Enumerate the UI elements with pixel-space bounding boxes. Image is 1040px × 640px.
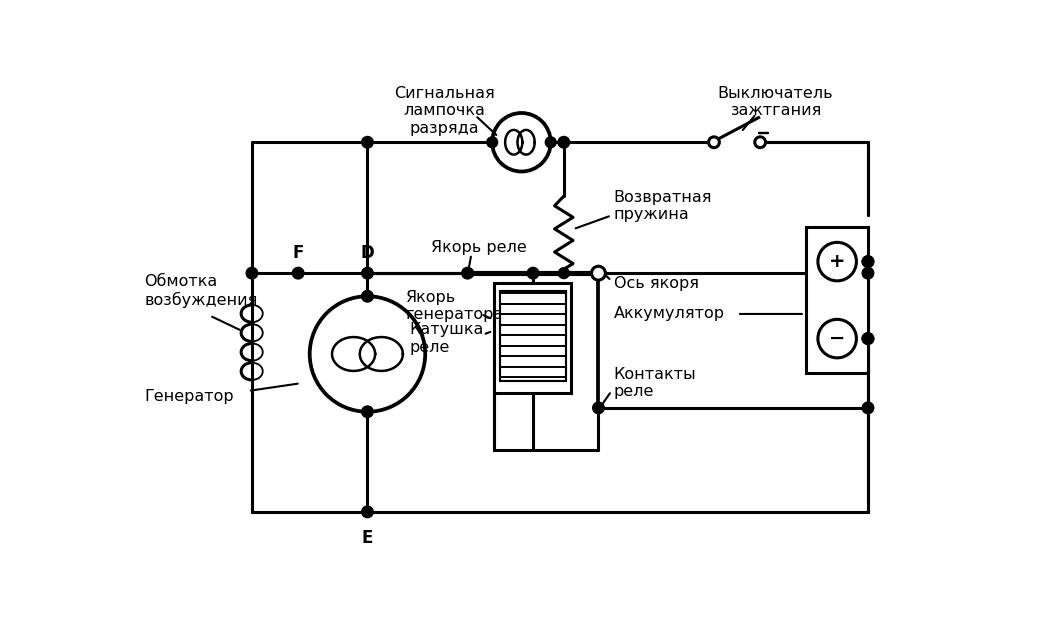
Circle shape [862,333,874,344]
Text: Сигнальная
лампочка
разряда: Сигнальная лампочка разряда [394,86,495,136]
Circle shape [545,137,556,148]
Circle shape [246,268,258,279]
Text: Якорь
генератора: Якорь генератора [406,290,504,323]
Text: Якорь реле: Якорь реле [432,240,527,255]
Text: Аккумулятор: Аккумулятор [614,307,725,321]
Circle shape [292,268,304,279]
Circle shape [593,402,604,413]
Circle shape [862,402,874,413]
Circle shape [362,291,373,302]
Bar [806,227,868,373]
Bar [494,283,572,392]
Circle shape [817,243,856,281]
Text: Катушка
реле: Катушка реле [410,323,485,355]
Text: Выключатель
зажтгания: Выключатель зажтгания [718,86,833,118]
Circle shape [708,137,720,148]
Circle shape [527,268,539,279]
Circle shape [362,506,373,518]
Circle shape [362,136,373,148]
Circle shape [755,137,765,148]
Circle shape [462,268,473,279]
Circle shape [362,268,373,279]
Circle shape [592,266,605,280]
Text: Обмотка
возбуждения: Обмотка возбуждения [145,274,258,308]
Circle shape [862,256,874,268]
Circle shape [487,137,497,148]
Text: Возвратная
пружина: Возвратная пружина [614,190,712,222]
Circle shape [862,268,874,279]
Text: E: E [362,529,373,547]
Circle shape [862,256,874,268]
Text: Ось якоря: Ось якоря [614,276,699,291]
Circle shape [362,406,373,417]
Circle shape [310,296,425,412]
Text: F: F [292,244,304,262]
Text: +: + [829,252,846,271]
Circle shape [558,268,569,278]
Bar [500,291,566,381]
Text: Контакты
реле: Контакты реле [614,367,697,399]
Circle shape [862,333,874,344]
Text: D: D [361,244,374,262]
Circle shape [558,136,570,148]
Text: −: − [829,329,846,348]
Circle shape [465,269,473,278]
Circle shape [817,319,856,358]
Text: Генератор: Генератор [145,389,234,404]
